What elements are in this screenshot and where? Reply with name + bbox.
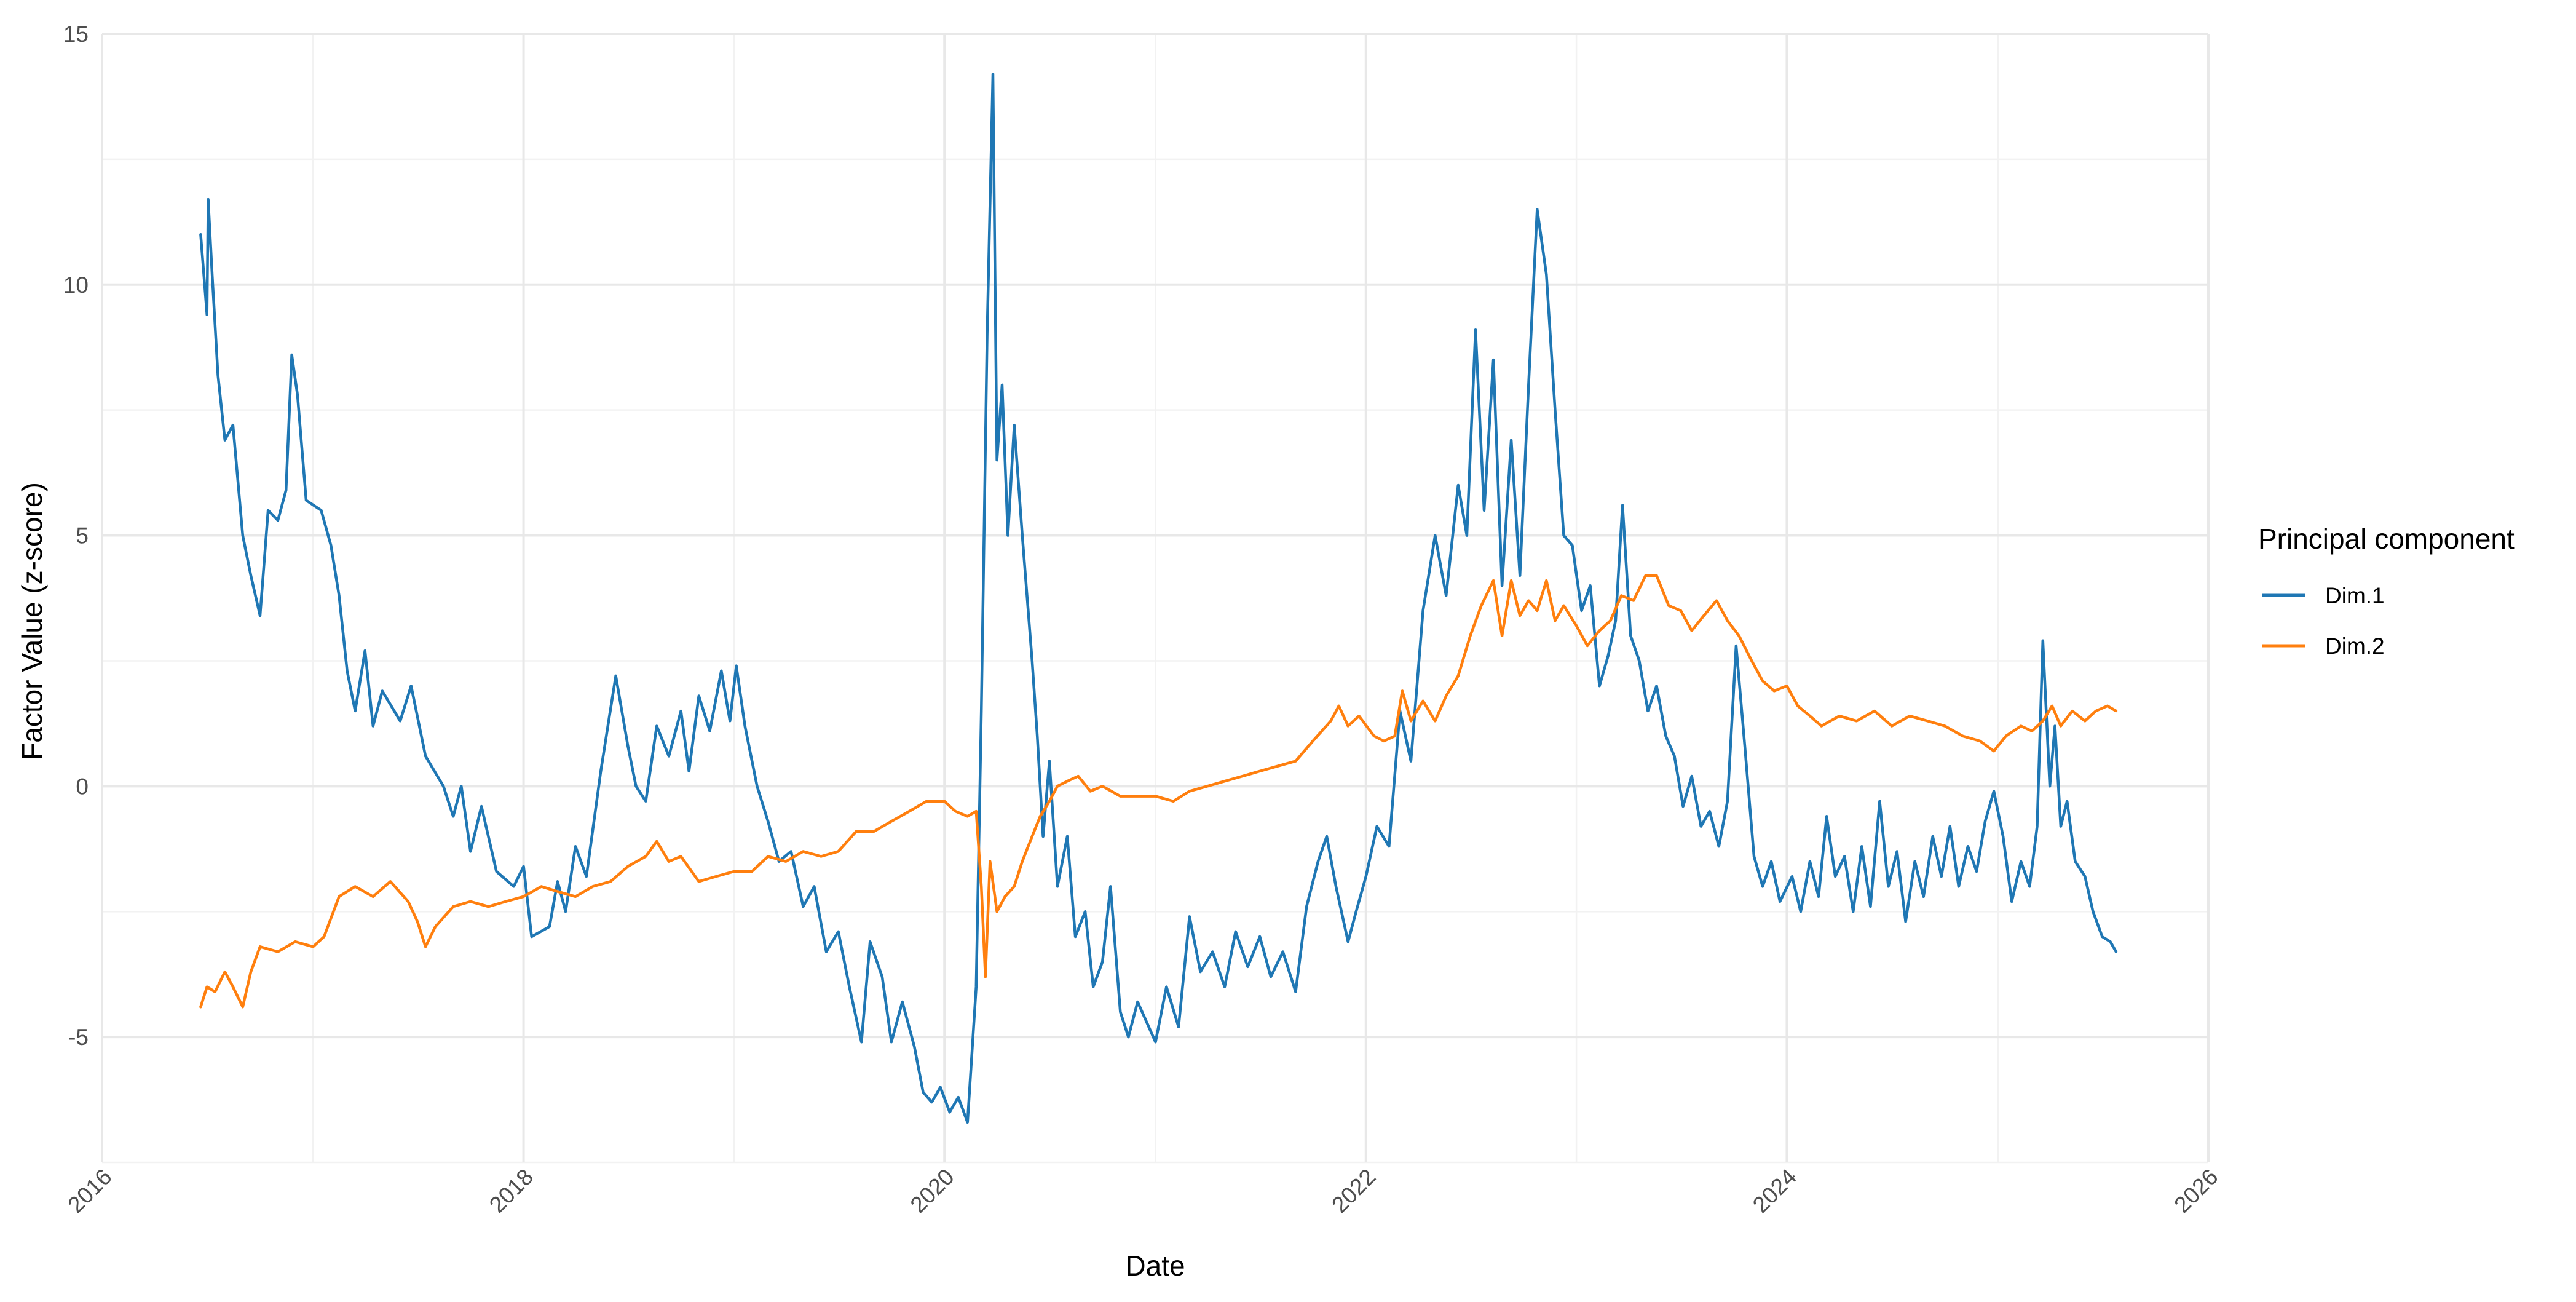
y-tick-label: 10 bbox=[63, 272, 89, 298]
y-tick-label: -5 bbox=[68, 1025, 89, 1050]
legend: Principal component Dim.1 Dim.2 bbox=[2258, 523, 2515, 659]
series-line-dim-2 bbox=[199, 574, 2118, 1009]
y-axis-title: Factor Value (z-score) bbox=[16, 482, 48, 760]
y-tick-label: 0 bbox=[76, 774, 89, 799]
x-axis-title: Date bbox=[1125, 1250, 1185, 1282]
minor-gridlines bbox=[102, 34, 2208, 1164]
y-axis-ticks: -5 0 5 10 15 bbox=[63, 22, 89, 1050]
legend-title: Principal component bbox=[2258, 523, 2515, 555]
series-layer bbox=[199, 72, 2118, 1124]
legend-label-dim-1: Dim.1 bbox=[2325, 583, 2385, 608]
y-tick-label: 5 bbox=[76, 523, 89, 549]
series-line-dim-1 bbox=[199, 72, 2118, 1124]
legend-label-dim-2: Dim.2 bbox=[2325, 633, 2385, 659]
y-tick-label: 15 bbox=[63, 22, 89, 47]
